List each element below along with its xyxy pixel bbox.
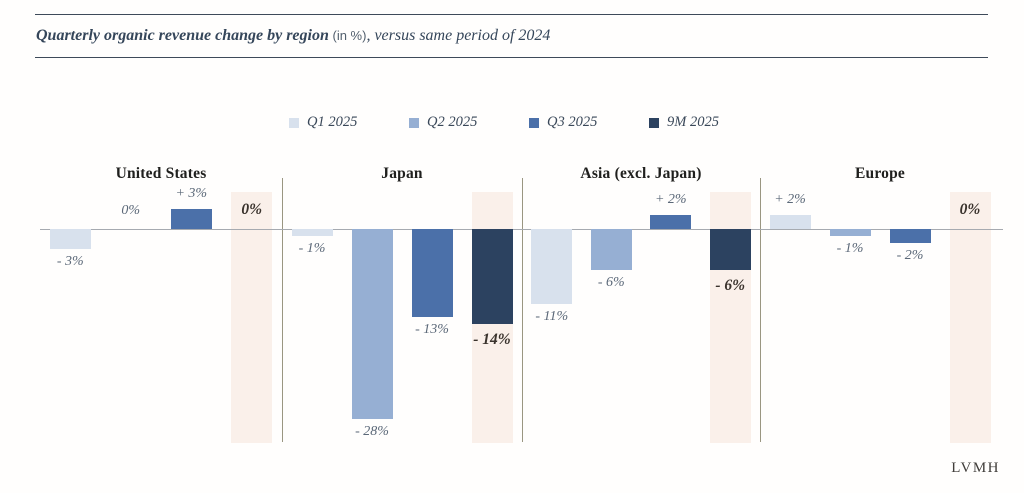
legend-item-9m-2025: 9M 2025	[649, 114, 735, 131]
chart-title-suffix: , versus same period of 2024	[366, 27, 551, 44]
bar-q2-2025	[829, 229, 871, 236]
legend-swatch-icon	[409, 117, 419, 128]
bar-value-label: - 2%	[896, 247, 924, 263]
bar-q3-2025	[650, 215, 692, 229]
bar-value-label-9m: - 6%	[715, 276, 746, 294]
bar-value-label: + 2%	[774, 192, 806, 208]
legend-label: Q2 2025	[427, 114, 478, 130]
bar-value-label-9m: 0%	[959, 201, 981, 218]
bar-q2-2025	[351, 229, 393, 420]
chart-title-main: Quarterly organic revenue change by regi…	[36, 27, 329, 44]
bar-value-label: + 3%	[175, 185, 208, 201]
legend: Q1 2025 Q2 2025 Q3 2025 9M 2025	[0, 114, 1024, 131]
legend-swatch-icon	[529, 117, 539, 128]
bar-value-label: - 11%	[535, 308, 569, 324]
bar-value-label-9m: 0%	[241, 201, 263, 218]
bar-q1-2025	[49, 229, 91, 250]
region-header-japan: Japan	[381, 165, 423, 182]
bar-q1-2025	[291, 229, 333, 236]
legend-swatch-icon	[289, 117, 299, 128]
zero-baseline	[40, 229, 1003, 230]
legend-item-q2-2025: Q2 2025	[409, 114, 495, 131]
bar-q1-2025	[531, 229, 573, 304]
bar-9m-2025	[471, 229, 513, 325]
title-rule-bottom	[35, 57, 988, 58]
bar-value-label: - 1%	[836, 240, 864, 256]
nine-month-highlight-band	[949, 192, 991, 443]
region-header-asia-excl-japan-: Asia (excl. Japan)	[580, 165, 702, 182]
chart-title-unit: (in %)	[328, 28, 367, 43]
title-rule-top	[35, 14, 988, 15]
bar-value-label: - 3%	[56, 254, 84, 270]
legend-item-q3-2025: Q3 2025	[529, 114, 615, 131]
legend-label: Q1 2025	[307, 114, 358, 130]
legend-label: Q3 2025	[547, 114, 598, 130]
region-separator	[522, 178, 523, 442]
brand-logo-text: LVMH	[951, 460, 1000, 476]
bar-value-label: 0%	[121, 203, 141, 218]
bar-9m-2025	[709, 229, 751, 270]
region-separator	[760, 178, 761, 442]
bar-value-label: - 1%	[298, 240, 326, 256]
legend-item-q1-2025: Q1 2025	[289, 114, 375, 131]
bar-q3-2025	[889, 229, 931, 243]
bar-q1-2025	[769, 215, 811, 229]
legend-swatch-icon	[649, 117, 659, 128]
bar-value-label: - 13%	[415, 322, 449, 338]
bar-value-label: - 6%	[597, 274, 625, 290]
bar-value-label: - 28%	[355, 424, 389, 440]
region-separator	[282, 178, 283, 442]
region-header-united-states: United States	[115, 165, 207, 182]
legend-label: 9M 2025	[667, 114, 719, 130]
bar-value-label-9m: - 14%	[473, 331, 511, 349]
bar-q2-2025	[590, 229, 632, 270]
nine-month-highlight-band	[231, 192, 273, 443]
region-header-europe: Europe	[854, 165, 905, 182]
bar-q3-2025	[170, 208, 212, 229]
chart-title: Quarterly organic revenue change by regi…	[36, 27, 976, 45]
bar-value-label: + 2%	[654, 192, 687, 208]
bar-q3-2025	[411, 229, 453, 318]
